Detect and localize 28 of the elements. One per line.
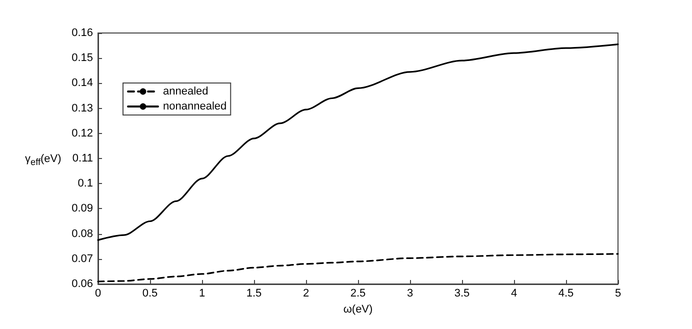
y-axis-title: γ$_{eff}$(eV): [25, 153, 62, 168]
line-series: [97, 43, 619, 241]
x-axis-title: ω(eV): [343, 303, 373, 316]
x-tick-label: 4: [510, 288, 518, 300]
legend-label: nonannealed: [163, 100, 227, 112]
y-tick-label: 0.1: [78, 178, 93, 190]
y-tick-label: 0.13: [72, 102, 93, 114]
y-tick-label: 0.08: [72, 228, 93, 240]
y-tick-label: 0.16: [72, 27, 93, 39]
x-tick-label: 1.5: [246, 288, 262, 300]
y-tick-label: 0.12: [72, 127, 93, 140]
x-tick-label: 4.5: [558, 288, 574, 300]
x-tick-label: 0: [94, 288, 102, 300]
x-tick-label: 3.5: [454, 288, 470, 300]
x-tick-label: 2.5: [350, 288, 366, 300]
x-tick-label: 2: [302, 288, 310, 300]
y-tick-label: 0.09: [72, 202, 93, 215]
y-tick-label: 0.15: [72, 52, 93, 64]
y-tick-label: 0.11: [72, 152, 93, 164]
y-tick-label: 0.07: [72, 252, 93, 265]
y-tick-label: 0.06: [72, 278, 93, 290]
x-tick-label: 3: [406, 288, 414, 300]
x-tick-label: 5: [614, 288, 622, 300]
x-tick-label: 1: [198, 288, 206, 300]
line-series: [97, 253, 619, 282]
legend-label: annealed: [163, 86, 208, 98]
y-tick-label: 0.14: [72, 77, 93, 90]
x-tick-label: 0.5: [142, 288, 158, 300]
